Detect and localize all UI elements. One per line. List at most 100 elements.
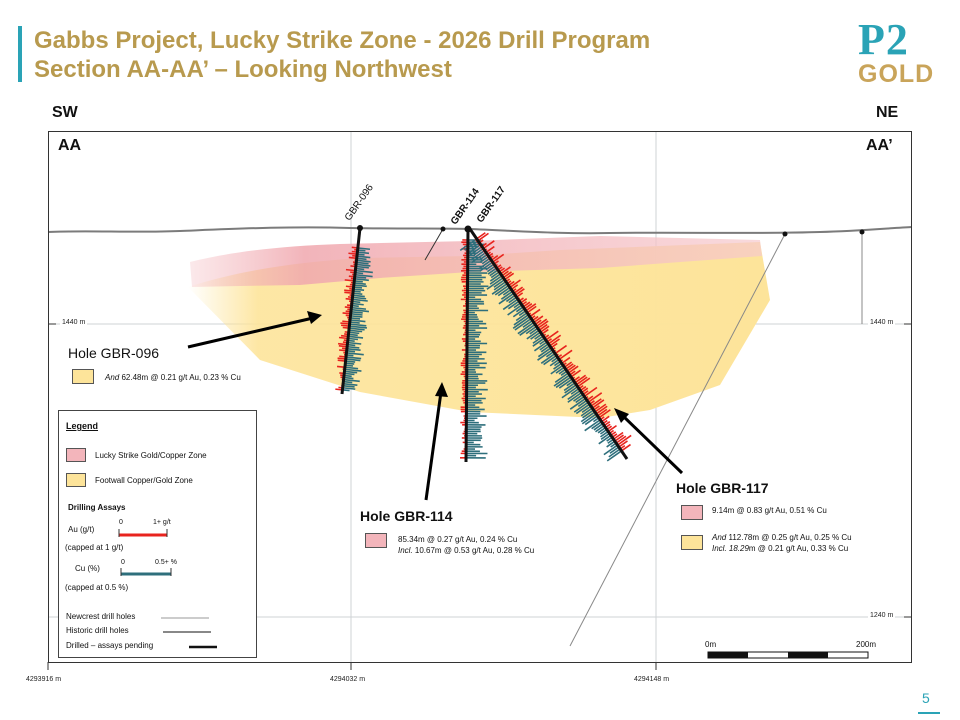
swatch-gbr-114-pink bbox=[365, 533, 387, 548]
gbr-117-cu-bar bbox=[512, 316, 530, 329]
gbr-117-au-bar bbox=[609, 429, 615, 434]
gbr-117-cu-bar bbox=[514, 318, 531, 331]
hole-label-gbr-096: Hole GBR-096 bbox=[68, 345, 160, 361]
gbr-117-cu-bar bbox=[532, 335, 544, 344]
gbr-117-au-bar bbox=[577, 377, 591, 388]
gbr-096-cu-bar bbox=[355, 273, 373, 278]
elevation-1440-right: 1440 m bbox=[868, 319, 896, 326]
gbr-096-cu-bar bbox=[348, 333, 358, 337]
gbr-096-cu-bar bbox=[350, 317, 361, 320]
gbr-117-cu-bar bbox=[515, 312, 527, 322]
gbr-096-cu-bar bbox=[357, 251, 370, 255]
gbr-117-cu-bar bbox=[494, 285, 508, 296]
gbr-096-cu-bar bbox=[343, 385, 355, 388]
collar-newcrest bbox=[782, 231, 788, 237]
gbr-117-cu-bar bbox=[491, 283, 507, 295]
legend-au-label: Au (g/t) bbox=[68, 525, 95, 534]
gbr-096-cu-bar bbox=[354, 284, 367, 288]
gbr-096-cu-bar bbox=[357, 247, 371, 251]
gbr-096-cu-bar bbox=[354, 276, 367, 279]
gbr-117-au-bar bbox=[535, 318, 548, 328]
gbr-117-au-bar bbox=[601, 415, 610, 422]
gbr-096-cu-bar bbox=[347, 350, 356, 353]
gbr-096-cu-bar bbox=[349, 331, 360, 335]
gbr-096-cu-bar bbox=[345, 364, 354, 367]
gbr-117-cu-bar bbox=[498, 293, 514, 305]
gbr-096-cu-bar bbox=[351, 313, 363, 316]
historic-drill-hole bbox=[424, 228, 444, 261]
gbr-117-au-bar bbox=[603, 419, 608, 424]
scale-label-max: 200m bbox=[856, 640, 877, 649]
gbr-117-au-bar bbox=[607, 425, 613, 430]
gbr-117-au-bar bbox=[592, 399, 605, 409]
gbr-096-cu-bar bbox=[352, 298, 368, 302]
gbr-117-cu-bar bbox=[479, 256, 488, 263]
drill-trace-gbr-114 bbox=[464, 228, 470, 463]
gbr-096-cu-bar bbox=[350, 319, 366, 323]
assay-gbr-117-incl-text: m @ 0.21 g/t Au, 0.33 % Cu bbox=[748, 544, 849, 553]
collar-gbr-114-117 bbox=[464, 225, 472, 233]
title-line-1: Gabbs Project, Lucky Strike Zone - 2026 … bbox=[34, 27, 651, 54]
gbr-096-cu-bar bbox=[344, 374, 352, 378]
arrow-head-gbr-117 bbox=[614, 408, 629, 423]
gbr-096-cu-bar bbox=[345, 370, 358, 374]
legend-historic-label: Historic drill holes bbox=[66, 626, 129, 635]
gbr-096-cu-bar bbox=[355, 271, 364, 275]
gbr-117-cu-bar bbox=[554, 372, 569, 383]
gbr-117-au-bar bbox=[619, 440, 628, 447]
arrow-head-gbr-096 bbox=[307, 311, 322, 324]
gbr-117-cu-bar bbox=[500, 291, 513, 300]
gbr-096-cu-bar bbox=[352, 296, 367, 300]
gbr-117-cu-bar bbox=[603, 443, 620, 456]
gbr-096-cu-bar bbox=[354, 278, 369, 282]
gbr-117-cu-bar bbox=[513, 314, 529, 326]
gbr-117-au-bar bbox=[595, 403, 607, 413]
gbr-117-cu-bar bbox=[567, 391, 583, 403]
gbr-096-cu-bar bbox=[352, 300, 361, 304]
gbr-117-cu-bar bbox=[481, 258, 490, 265]
gbr-117-au-bar bbox=[593, 405, 600, 411]
gbr-117-au-bar bbox=[604, 421, 611, 426]
assay-gbr-117-and-text: 112.78m @ 0.25 g/t Au, 0.25 % Cu bbox=[728, 533, 852, 542]
gbr-117-au-bar bbox=[570, 369, 582, 378]
gbr-096-cu-bar bbox=[353, 286, 363, 289]
legend-zone-footwall: Footwall Copper/Gold Zone bbox=[95, 476, 193, 485]
gbr-096-cu-bar bbox=[351, 308, 370, 313]
gbr-117-cu-bar bbox=[549, 358, 560, 367]
gbr-117-cu-bar bbox=[537, 349, 553, 361]
gbr-096-cu-bar bbox=[346, 358, 361, 362]
gbr-117-au-bar bbox=[612, 433, 618, 438]
gbr-117-cu-bar bbox=[540, 345, 550, 353]
gbr-096-cu-bar bbox=[349, 323, 367, 327]
gbr-096-cu-bar bbox=[353, 290, 361, 293]
gbr-117-au-bar bbox=[566, 364, 576, 372]
gbr-117-au-bar bbox=[563, 361, 573, 368]
company-logo-gold: GOLD bbox=[858, 60, 935, 88]
title-line-2: Section AA-AA’ – Looking Northwest bbox=[34, 56, 452, 83]
gbr-117-cu-bar bbox=[534, 333, 542, 340]
legend-swatch-footwall bbox=[66, 473, 86, 487]
gbr-117-cu-bar bbox=[479, 254, 487, 261]
gbr-117-cu-bar bbox=[558, 378, 573, 389]
gbr-117-cu-bar bbox=[489, 274, 500, 282]
gbr-096-cu-bar bbox=[346, 356, 362, 360]
gbr-117-cu-bar bbox=[553, 374, 571, 387]
hole-label-gbr-117: Hole GBR-117 bbox=[676, 480, 769, 496]
gbr-096-cu-bar bbox=[348, 339, 355, 343]
gbr-117-au-bar bbox=[620, 444, 626, 449]
assay-gbr-117-incl: Incl. 18.29m @ 0.21 g/t Au, 0.33 % Cu bbox=[712, 544, 848, 554]
legend-zone-lucky-strike: Lucky Strike Gold/Copper Zone bbox=[95, 451, 207, 460]
gbr-117-cu-bar bbox=[550, 364, 564, 375]
swatch-gbr-117-pink bbox=[681, 505, 703, 520]
gbr-117-cu-bar bbox=[515, 306, 523, 313]
gbr-117-cu-bar bbox=[543, 354, 557, 366]
gbr-117-cu-bar bbox=[485, 264, 494, 271]
gbr-117-cu-bar bbox=[507, 304, 522, 316]
gbr-117-au-bar bbox=[599, 409, 611, 418]
title-accent-bar bbox=[18, 26, 22, 82]
gbr-096-cu-bar bbox=[343, 380, 353, 384]
gbr-117-cu-bar bbox=[471, 243, 479, 249]
gbr-096-cu-bar bbox=[349, 329, 363, 333]
gbr-117-au-bar bbox=[605, 423, 611, 428]
